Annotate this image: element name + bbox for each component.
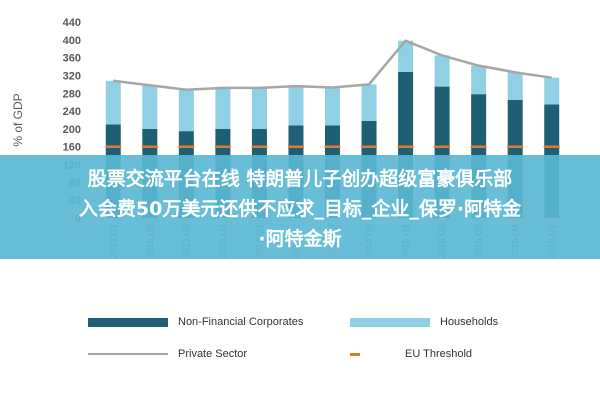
legend-item-households: Households: [350, 316, 498, 328]
legend-swatch-private-sector: [88, 353, 168, 355]
banner-line-3: ·阿特金斯: [258, 228, 342, 250]
overlay-banner[interactable]: 股票交流平台在线 特朗普儿子创办超级富豪俱乐部 入会费50万美元还供不应求_目标…: [0, 155, 600, 259]
legend-label-eu-threshold: EU Threshold: [405, 348, 473, 360]
bar-households: [105, 80, 121, 125]
y-tick-label: 240: [63, 106, 81, 118]
y-tick-label: 160: [63, 142, 81, 154]
y-tick-label: 280: [63, 88, 81, 100]
bar-households: [251, 87, 267, 129]
y-tick-label: 200: [63, 124, 81, 136]
bar-households: [288, 86, 304, 126]
y-tick-label: 440: [63, 17, 81, 29]
bar-households: [434, 55, 450, 87]
legend-label-non-financial: Non-Financial Corporates: [178, 316, 304, 328]
bar-households: [544, 77, 560, 105]
legend-label-private-sector: Private Sector: [178, 348, 248, 360]
bar-households: [325, 87, 340, 126]
legend-item-private-sector: Private Sector: [88, 348, 247, 360]
y-axis-title: % of GDP: [11, 93, 25, 146]
bar-households: [361, 84, 377, 121]
bar-households: [507, 72, 523, 100]
chart-legend: Non-Financial Corporates Households Priv…: [0, 300, 600, 400]
bar-households: [142, 85, 158, 129]
bar-households: [471, 65, 487, 95]
banner-line-1: 股票交流平台在线 特朗普儿子创办超级富豪俱乐部: [87, 168, 513, 190]
legend-item-eu-threshold: EU Threshold: [315, 348, 472, 360]
legend-swatch-eu-threshold: [350, 352, 360, 356]
legend-item-non-financial: Non-Financial Corporates: [88, 316, 303, 328]
bar-households: [398, 40, 414, 72]
bar-households: [178, 89, 194, 132]
legend-swatch-non-financial: [88, 317, 168, 327]
y-tick-label: 320: [63, 70, 81, 82]
legend-label-households: Households: [440, 316, 499, 328]
y-tick-label: 400: [63, 35, 81, 47]
banner-line-2: 入会费50万美元还供不应求_目标_企业_保罗·阿特金: [78, 198, 522, 220]
legend-swatch-households: [350, 317, 430, 327]
bar-households: [215, 87, 231, 129]
y-tick-label: 360: [63, 53, 81, 65]
private-sector-line: [113, 39, 552, 91]
